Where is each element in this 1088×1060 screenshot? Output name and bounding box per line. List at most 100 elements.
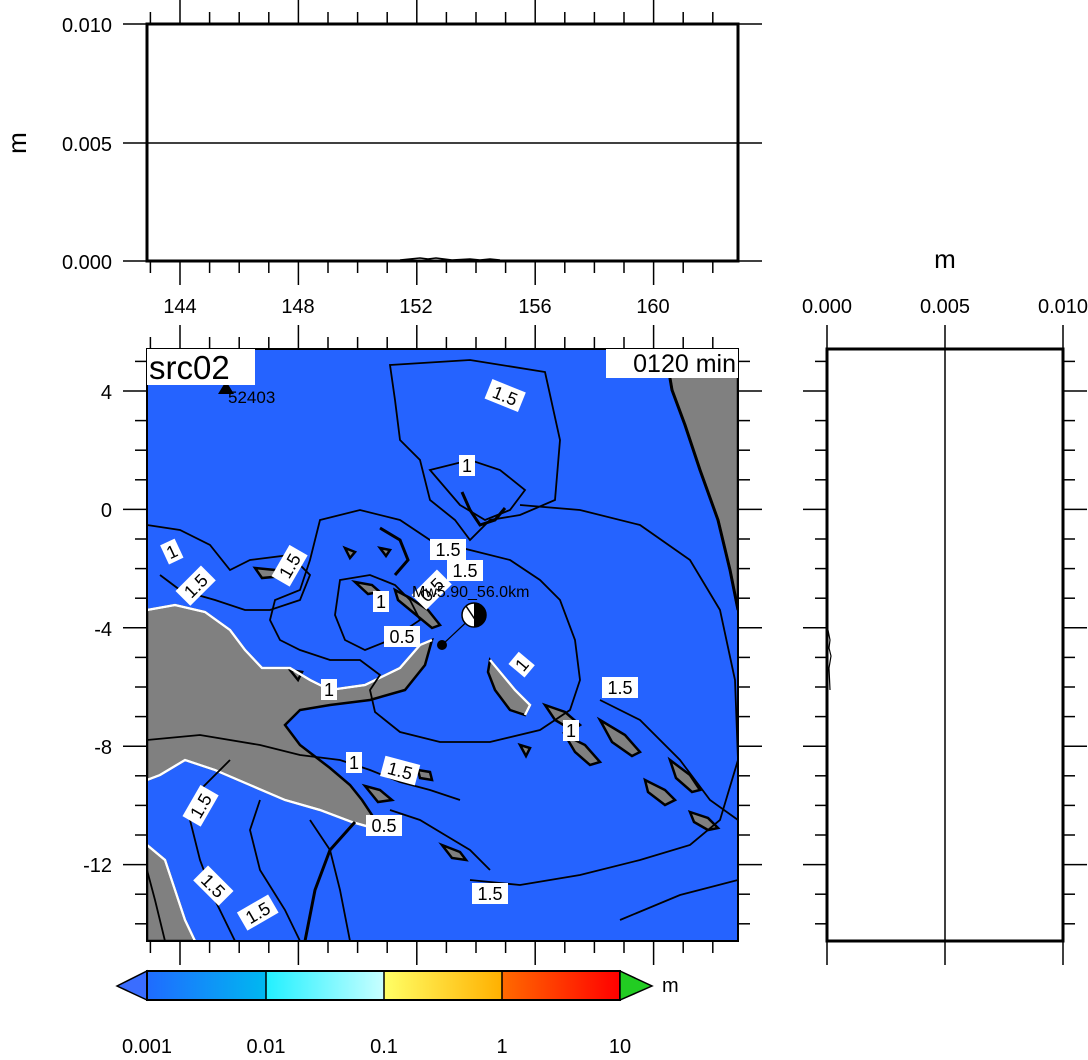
colorbar-tick-label: 0.001 bbox=[122, 1036, 172, 1058]
island-malaita bbox=[596, 716, 643, 758]
svg-text:1.5: 1.5 bbox=[435, 540, 460, 560]
map-title: src02 bbox=[149, 349, 230, 386]
contour-solomon-east bbox=[599, 699, 738, 821]
wave-height-contours bbox=[147, 359, 738, 941]
contour-label: 1.5 bbox=[430, 539, 466, 560]
colorbar-tick-label: 10 bbox=[609, 1036, 631, 1058]
island-new-ireland bbox=[392, 587, 443, 630]
contour-label: 1 bbox=[321, 679, 337, 700]
svg-text:1: 1 bbox=[376, 592, 386, 612]
contour-middle-ring bbox=[269, 509, 581, 743]
svg-text:0.5: 0.5 bbox=[389, 627, 414, 647]
epicenter-dot bbox=[437, 640, 447, 650]
contour-label: 1.5 bbox=[602, 677, 638, 698]
lat-tick-label: 0 bbox=[101, 500, 112, 522]
top-y-axis-label: m bbox=[2, 132, 32, 154]
coastline-heavy bbox=[303, 349, 738, 941]
island-small-central bbox=[517, 742, 532, 759]
island-dentrecasteaux bbox=[416, 768, 434, 782]
colorbar-tick-label: 0.1 bbox=[370, 1036, 398, 1058]
contour-label: 0.5 bbox=[384, 626, 420, 647]
colorbar-segment-4 bbox=[502, 971, 620, 1000]
colorbar-segment-1 bbox=[147, 971, 266, 1000]
contour-north-loop bbox=[388, 359, 561, 542]
svg-text:1: 1 bbox=[566, 721, 576, 741]
svg-text:1: 1 bbox=[349, 753, 359, 773]
time-label-box bbox=[606, 349, 738, 378]
contour-far-southwest bbox=[147, 869, 166, 941]
island-louisiade bbox=[438, 842, 469, 862]
contour-label: 1.5 bbox=[447, 560, 483, 581]
island-small-north-2 bbox=[377, 546, 393, 559]
right-x-axis-label: m bbox=[934, 244, 956, 274]
contour-label: 1 bbox=[160, 538, 184, 565]
contour-southwest-arc bbox=[189, 759, 236, 941]
colorbar-segment-3 bbox=[384, 971, 502, 1000]
contour-east-arc bbox=[469, 504, 738, 886]
top-x-tick-label: 152 bbox=[399, 296, 432, 318]
contour-label: 1.5 bbox=[472, 883, 508, 904]
top-time-series-panel: 0.010 0.005 0.000 m 144 148 152 156 160 bbox=[2, 0, 762, 318]
contour-label: 1 bbox=[508, 651, 535, 678]
top-series-trace bbox=[399, 257, 501, 261]
map-panel: 1.511.51.511.51.510.50.51.51111.51.51.50… bbox=[83, 325, 762, 965]
right-x-tick-label: 0.000 bbox=[802, 296, 852, 318]
contour-west-loop bbox=[147, 524, 312, 611]
island-isabel bbox=[561, 731, 603, 767]
colorbar-tick-label: 1 bbox=[496, 1036, 507, 1058]
map-title-box bbox=[147, 349, 255, 385]
top-y-tick-label: 0.005 bbox=[62, 134, 112, 156]
colorbar-over-arrow bbox=[619, 969, 654, 1002]
contour-louisiade bbox=[389, 809, 491, 871]
top-x-tick-label: 144 bbox=[163, 296, 196, 318]
source-label: Mw5.90_56.0km bbox=[412, 584, 529, 601]
svg-text:0.5: 0.5 bbox=[371, 816, 396, 836]
lat-tick-label: -8 bbox=[94, 737, 112, 759]
island-small-north bbox=[342, 545, 358, 561]
contour-label: 1 bbox=[459, 455, 475, 476]
colorbar-segment-2 bbox=[266, 971, 384, 1000]
island-east-solomon bbox=[667, 756, 703, 794]
lat-tick-label: -12 bbox=[83, 855, 112, 877]
right-series-trace bbox=[827, 629, 832, 691]
top-y-tick-label: 0.000 bbox=[62, 252, 112, 274]
island-trobriand bbox=[361, 783, 395, 804]
time-label: 0120 min bbox=[633, 350, 736, 378]
contour-far-southeast bbox=[619, 879, 738, 921]
coastline-highlights bbox=[147, 603, 532, 941]
island-makira bbox=[643, 777, 678, 807]
contour-labels: 1.511.51.511.51.510.50.51.51111.51.51.50… bbox=[160, 379, 638, 931]
right-x-tick-label: 0.005 bbox=[920, 296, 970, 318]
map-frame bbox=[146, 348, 739, 942]
station-triangle-marker bbox=[218, 381, 234, 394]
top-y-tick-label: 0.010 bbox=[62, 15, 112, 37]
contour-label: 0.5 bbox=[366, 815, 402, 836]
station-label: 52403 bbox=[228, 388, 275, 407]
lat-tick-label: -4 bbox=[94, 619, 112, 641]
colorbar-under-arrow bbox=[115, 969, 148, 1002]
contour-label: 1 bbox=[373, 591, 389, 612]
svg-text:1: 1 bbox=[324, 680, 334, 700]
contour-south-arc bbox=[147, 734, 461, 801]
contour-label: 1 bbox=[346, 752, 362, 773]
top-x-tick-label: 148 bbox=[281, 296, 314, 318]
svg-text:1.5: 1.5 bbox=[452, 561, 477, 581]
contour-south-inner bbox=[249, 799, 301, 941]
contour-label: 1.5 bbox=[380, 755, 421, 786]
top-x-tick-label: 160 bbox=[636, 296, 669, 318]
top-x-tick-label: 156 bbox=[518, 296, 551, 318]
colorbar-unit: m bbox=[662, 975, 679, 997]
contour-label: 1 bbox=[563, 720, 579, 741]
island-far-southeast bbox=[687, 809, 721, 832]
colorbar-tick-label: 0.01 bbox=[247, 1036, 286, 1058]
right-y-ticks bbox=[803, 360, 1087, 925]
focal-mechanism-beachball bbox=[461, 602, 487, 628]
lat-tick-label: 4 bbox=[101, 382, 112, 404]
contour-south-inner-2 bbox=[309, 819, 351, 941]
right-x-tick-label: 0.010 bbox=[1038, 296, 1088, 318]
svg-text:1.5: 1.5 bbox=[477, 884, 502, 904]
right-time-series-panel: m 0.000 0.005 0.010 bbox=[802, 244, 1088, 965]
svg-text:1.5: 1.5 bbox=[607, 678, 632, 698]
colorbar: m 0.001 0.01 0.1 1 10 bbox=[115, 969, 679, 1058]
